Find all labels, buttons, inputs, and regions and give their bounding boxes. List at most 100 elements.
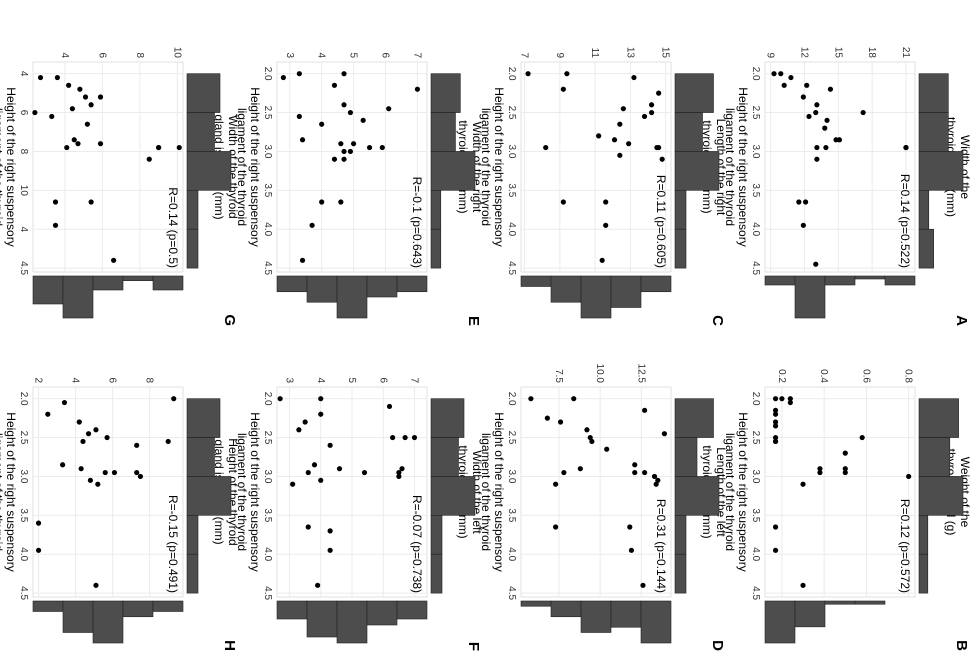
x-tick-label: 2.5 — [262, 106, 273, 120]
y-histogram-bar — [824, 275, 856, 286]
x-histogram-bar — [430, 476, 476, 516]
data-point — [842, 469, 848, 476]
data-point — [350, 141, 357, 147]
y-tick-label: 6 — [377, 377, 388, 383]
data-point — [69, 106, 75, 112]
data-point — [146, 156, 152, 162]
data-point — [319, 199, 325, 205]
data-point — [104, 434, 110, 441]
y-tick-label: 6 — [96, 52, 107, 58]
x-axis-title-line: Height of the right suspensory — [248, 87, 262, 246]
data-point — [806, 113, 812, 120]
data-point — [296, 427, 302, 433]
x-tick-label: 4.5 — [18, 586, 29, 600]
data-point — [772, 524, 779, 530]
data-point — [800, 222, 806, 228]
y-tick-label: 5 — [348, 52, 359, 58]
data-point — [772, 396, 779, 402]
data-point — [97, 94, 104, 100]
data-point — [54, 74, 60, 81]
y-histogram-bar — [854, 275, 886, 280]
x-tick-label: 3.0 — [262, 469, 273, 483]
y-tick-label: 7 — [411, 52, 422, 58]
data-point — [817, 469, 823, 476]
data-point — [88, 199, 94, 205]
panel-letter: H — [221, 640, 238, 651]
y-tick-label: 11 — [589, 48, 600, 59]
data-point — [543, 144, 549, 151]
x-tick-label: 4.0 — [506, 547, 517, 561]
data-point — [611, 137, 618, 143]
x-tick-label: 2.0 — [262, 67, 273, 81]
data-point — [277, 396, 283, 402]
data-point — [176, 144, 182, 151]
x-axis-title: Height of the right suspensoryligament o… — [235, 412, 262, 571]
y-histogram-bar — [610, 600, 642, 628]
x-tick-label: 2.5 — [506, 431, 517, 445]
x-tick-label: 2.0 — [750, 67, 761, 81]
data-point — [813, 261, 819, 267]
data-point — [302, 419, 308, 425]
y-histogram-bar — [366, 275, 398, 298]
data-point — [32, 109, 38, 116]
data-point — [360, 117, 366, 123]
data-point — [327, 547, 333, 553]
x-tick-label: 3.0 — [750, 144, 761, 158]
x-histogram-bar — [186, 437, 215, 477]
x-histogram-bar — [674, 515, 687, 555]
x-tick-label: 2.0 — [750, 392, 761, 406]
y-tick-label: 18 — [866, 47, 877, 59]
data-point — [331, 156, 338, 162]
correlation-annotation: R=0.14 (p=0.522) — [898, 174, 912, 268]
data-point — [584, 427, 590, 433]
x-tick-label: 4.5 — [506, 586, 517, 600]
panel-letter: F — [465, 642, 482, 651]
x-tick-label: 2.0 — [262, 392, 273, 406]
x-axis-title-line: Height of the right suspensory — [736, 412, 750, 571]
data-point — [561, 469, 567, 476]
y-tick-label: 12.5 — [635, 364, 646, 384]
data-point — [800, 582, 806, 588]
data-point — [620, 106, 626, 112]
x-tick-label: 3.0 — [506, 469, 517, 483]
data-point — [379, 144, 385, 151]
data-point — [361, 469, 368, 476]
data-point — [836, 137, 843, 143]
data-point — [771, 71, 777, 77]
data-point — [341, 148, 347, 155]
data-point — [653, 481, 659, 487]
data-point — [318, 477, 324, 483]
data-point — [61, 399, 68, 406]
data-point — [296, 113, 302, 120]
data-point — [396, 473, 402, 480]
data-point — [655, 477, 661, 483]
correlation-annotation: R=0.31 (p=0.144) — [654, 499, 668, 593]
y-tick-label: 15 — [832, 47, 843, 59]
data-point — [628, 547, 635, 553]
y-tick-label: 6 — [107, 377, 118, 383]
x-histogram-bar — [918, 73, 949, 113]
data-point — [842, 466, 848, 472]
x-tick-label: 3.5 — [750, 508, 761, 522]
x-histogram-bar — [186, 228, 199, 269]
y-tick-label: 15 — [660, 47, 671, 59]
data-point — [80, 438, 86, 445]
data-point — [603, 222, 609, 228]
data-point — [772, 434, 779, 441]
data-point — [111, 257, 117, 263]
data-point — [77, 86, 83, 92]
x-axis-title: Height of the right suspensoryligament o… — [479, 87, 506, 246]
y-axis-title-line: Length of the right — [714, 119, 728, 216]
data-point — [315, 582, 321, 588]
data-point — [309, 222, 315, 228]
x-axis-title-line: Height of the right suspensory — [4, 87, 18, 246]
x-tick-label: 4 — [18, 226, 29, 232]
data-point — [781, 82, 787, 88]
data-point — [779, 396, 785, 402]
y-histogram-bar — [764, 275, 796, 286]
data-point — [641, 113, 648, 120]
plot-area — [764, 386, 916, 598]
